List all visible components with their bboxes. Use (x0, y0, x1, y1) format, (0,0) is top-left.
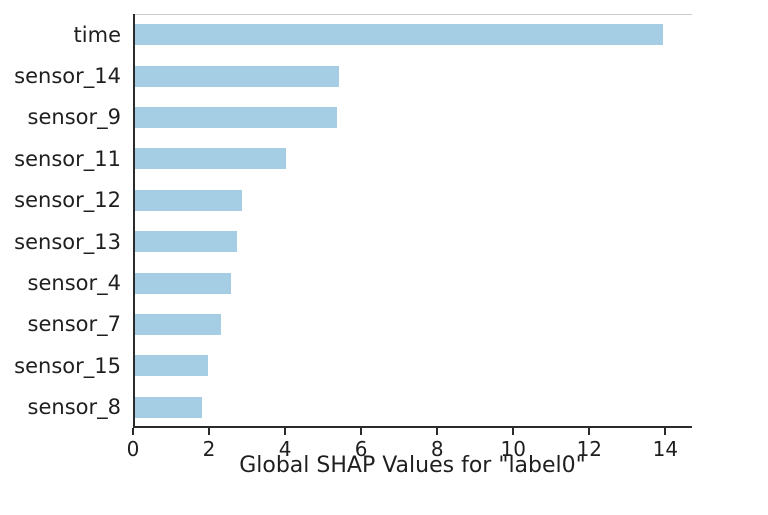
y-category-label: sensor_15 (14, 353, 121, 378)
x-tick-label: 10 (500, 437, 526, 461)
x-tick-mark (588, 428, 591, 435)
y-category-label: sensor_9 (27, 105, 121, 130)
chart-bar (134, 107, 338, 128)
chart-bar (134, 355, 209, 377)
y-category-label: sensor_4 (27, 271, 121, 296)
top-spine (133, 14, 692, 15)
x-tick-label: 0 (126, 437, 140, 461)
x-tick-mark (512, 428, 515, 435)
chart-bar (134, 231, 237, 253)
plot-area: 0 2 4 6 8 10 12 14 (127, 14, 692, 461)
y-category-label: sensor_8 (27, 395, 121, 420)
chart-bar (134, 65, 340, 87)
y-category-label: sensor_13 (14, 229, 121, 254)
chart-bar (134, 272, 231, 294)
chart-bar (134, 314, 222, 335)
x-tick-label: 8 (430, 437, 444, 461)
x-tick-label: 12 (576, 437, 603, 461)
x-tick-label: 6 (354, 437, 368, 461)
x-tick-mark (284, 428, 287, 435)
x-tick-mark (132, 428, 134, 435)
y-category-label: sensor_12 (14, 188, 121, 213)
x-tick-mark (208, 428, 211, 435)
x-tick-label: 2 (202, 437, 216, 461)
bottom-spine (133, 426, 692, 428)
chart-bar (134, 24, 663, 46)
left-spine (133, 14, 135, 428)
y-category-label: time (73, 22, 121, 47)
x-tick-mark (436, 428, 439, 435)
x-tick-label: 14 (652, 437, 679, 461)
x-tick-mark (664, 428, 667, 435)
x-tick-label: 4 (278, 437, 292, 461)
y-category-label: sensor_14 (14, 64, 121, 89)
chart-bar (134, 189, 243, 211)
x-axis-label: Global SHAP Values for "label0" (239, 453, 586, 478)
x-tick-mark (360, 428, 363, 435)
chart-bar (134, 396, 203, 418)
chart-bar (134, 148, 287, 170)
y-category-label: sensor_11 (14, 146, 121, 171)
y-category-label: sensor_7 (27, 312, 121, 337)
